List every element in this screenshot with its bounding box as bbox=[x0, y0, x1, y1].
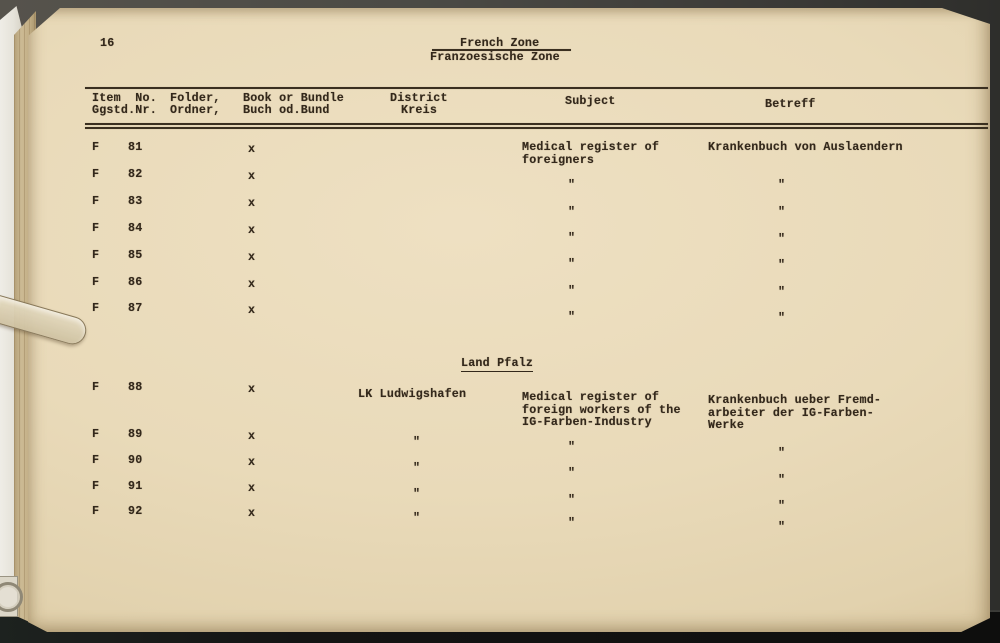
betreff-ditto: " bbox=[778, 311, 786, 325]
book-bundle-mark: x bbox=[248, 481, 256, 495]
title-underline bbox=[432, 49, 571, 51]
item-number: 87 bbox=[128, 301, 143, 315]
book-bundle-mark: x bbox=[248, 142, 256, 156]
subject-ditto: " bbox=[568, 466, 576, 480]
subject-ditto: " bbox=[568, 516, 576, 530]
betreff-cell: Krankenbuch ueber Fremd- arbeiter der IG… bbox=[708, 393, 882, 433]
subject-ditto: " bbox=[568, 440, 576, 454]
book-bundle-mark: x bbox=[248, 455, 256, 469]
header-folder-de: Ordner, bbox=[170, 103, 221, 117]
book-bundle-mark: x bbox=[248, 250, 256, 264]
item-letter: F bbox=[92, 275, 100, 289]
subject-ditto: " bbox=[568, 493, 576, 507]
table-top-rule bbox=[85, 87, 988, 89]
betreff-ditto: " bbox=[778, 205, 786, 219]
header-district-en: District bbox=[390, 91, 448, 105]
betreff-ditto: " bbox=[778, 499, 786, 513]
betreff-ditto: " bbox=[778, 285, 786, 299]
item-letter: F bbox=[92, 427, 100, 441]
item-number: 84 bbox=[128, 221, 143, 235]
betreff-cell: Krankenbuch von Auslaendern bbox=[708, 140, 903, 154]
subject-ditto: " bbox=[568, 284, 576, 298]
page-title-en: French Zone bbox=[460, 36, 540, 50]
book-bundle-mark: x bbox=[248, 277, 256, 291]
subject-cell: Medical register of foreign workers of t… bbox=[522, 390, 681, 430]
item-number: 92 bbox=[128, 504, 143, 518]
header-subject-en: Subject bbox=[565, 94, 616, 108]
district-cell: LK Ludwigshafen bbox=[358, 387, 467, 401]
header-book-en: Book or Bundle bbox=[243, 91, 344, 105]
item-letter: F bbox=[92, 380, 100, 394]
header-folder-en: Folder, bbox=[170, 91, 221, 105]
subject-ditto: " bbox=[568, 205, 576, 219]
item-number: 83 bbox=[128, 194, 143, 208]
header-separator-rule-1 bbox=[85, 123, 988, 125]
district-ditto: " bbox=[413, 511, 421, 525]
subject-ditto: " bbox=[568, 231, 576, 245]
binder-ring-icon bbox=[0, 582, 23, 612]
book-bundle-mark: x bbox=[248, 506, 256, 520]
header-book-de: Buch od.Bund bbox=[243, 103, 330, 117]
item-letter: F bbox=[92, 221, 100, 235]
item-number: 88 bbox=[128, 380, 143, 394]
item-letter: F bbox=[92, 301, 100, 315]
item-number: 81 bbox=[128, 140, 143, 154]
page-number: 16 bbox=[100, 36, 115, 50]
subject-ditto: " bbox=[568, 310, 576, 324]
district-ditto: " bbox=[413, 487, 421, 501]
header-separator-rule-2 bbox=[85, 127, 988, 129]
district-ditto: " bbox=[413, 435, 421, 449]
betreff-ditto: " bbox=[778, 473, 786, 487]
item-number: 90 bbox=[128, 453, 143, 467]
book-bundle-mark: x bbox=[248, 429, 256, 443]
page-sheet bbox=[28, 8, 990, 632]
district-ditto: " bbox=[413, 461, 421, 475]
book-bundle-mark: x bbox=[248, 169, 256, 183]
header-district-de: Kreis bbox=[401, 103, 438, 117]
book-bundle-mark: x bbox=[248, 303, 256, 317]
item-letter: F bbox=[92, 167, 100, 181]
betreff-ditto: " bbox=[778, 446, 786, 460]
item-letter: F bbox=[92, 479, 100, 493]
item-number: 85 bbox=[128, 248, 143, 262]
item-number: 86 bbox=[128, 275, 143, 289]
header-item-en: Item No. bbox=[92, 91, 157, 105]
subject-ditto: " bbox=[568, 257, 576, 271]
item-letter: F bbox=[92, 504, 100, 518]
book-bundle-mark: x bbox=[248, 382, 256, 396]
item-letter: F bbox=[92, 140, 100, 154]
betreff-ditto: " bbox=[778, 232, 786, 246]
item-number: 89 bbox=[128, 427, 143, 441]
betreff-ditto: " bbox=[778, 178, 786, 192]
betreff-ditto: " bbox=[778, 520, 786, 534]
item-letter: F bbox=[92, 248, 100, 262]
book-bundle-mark: x bbox=[248, 196, 256, 210]
subject-cell: Medical register of foreigners bbox=[522, 140, 660, 167]
book-bundle-mark: x bbox=[248, 223, 256, 237]
subject-ditto: " bbox=[568, 178, 576, 192]
item-number: 82 bbox=[128, 167, 143, 181]
betreff-ditto: " bbox=[778, 258, 786, 272]
item-number: 91 bbox=[128, 479, 143, 493]
header-item-de: Ggstd.Nr. bbox=[92, 103, 157, 117]
item-letter: F bbox=[92, 453, 100, 467]
section-heading: Land Pfalz bbox=[461, 356, 534, 372]
page-title-de: Franzoesische Zone bbox=[430, 50, 560, 64]
header-subject-de: Betreff bbox=[765, 97, 816, 111]
item-letter: F bbox=[92, 194, 100, 208]
